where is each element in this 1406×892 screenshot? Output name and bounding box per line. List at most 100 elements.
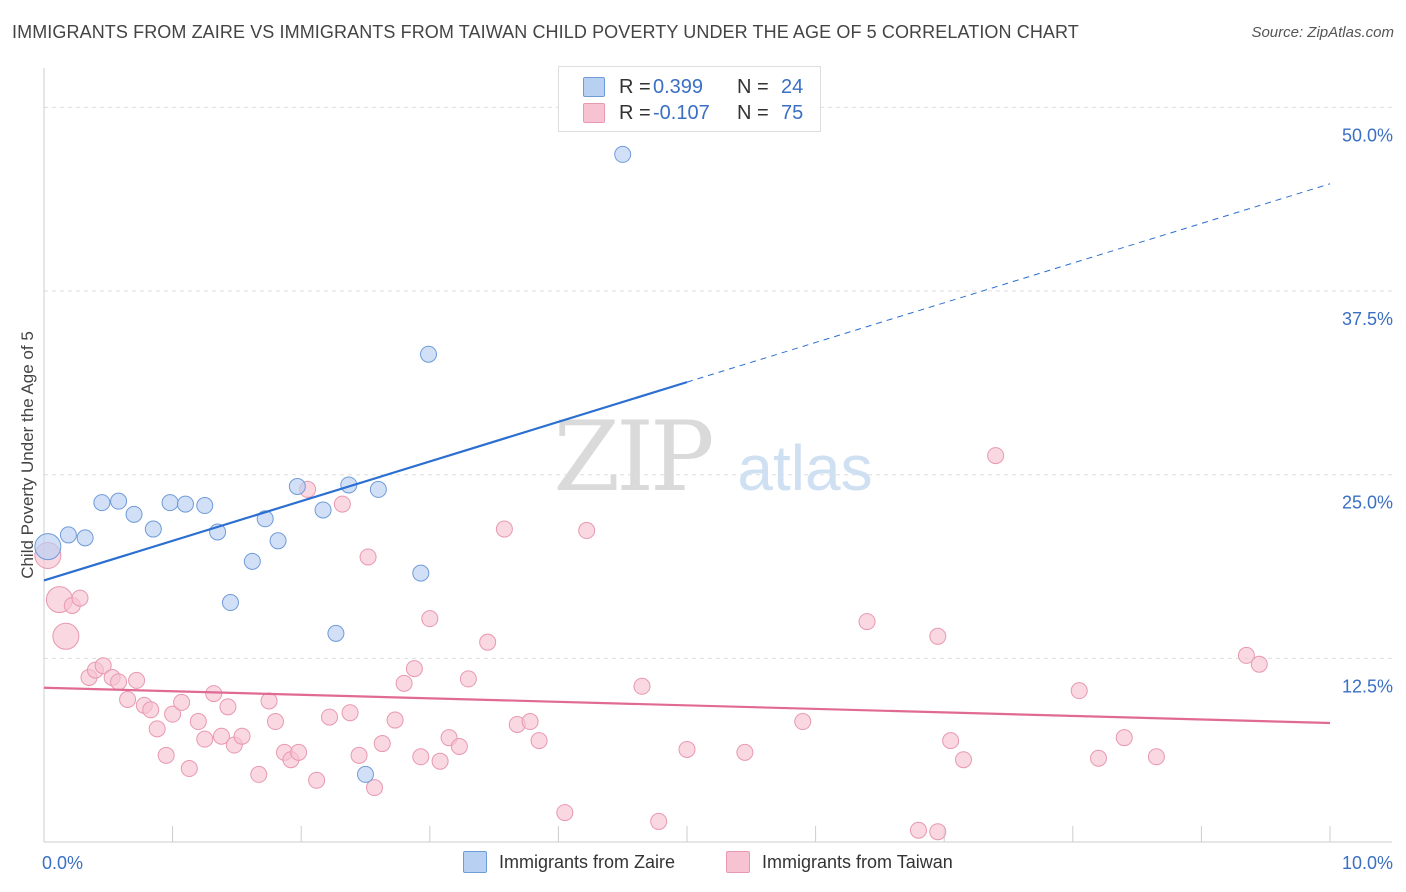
taiwan-point: [421, 610, 439, 628]
taiwan-point: [366, 779, 384, 797]
zaire-point: [34, 533, 62, 561]
taiwan-point: [650, 812, 668, 830]
taiwan-point: [858, 613, 876, 631]
y-tick-label: 37.5%: [1342, 309, 1393, 329]
taiwan-point: [148, 720, 166, 738]
trend-lines: [43, 183, 1331, 725]
taiwan-point: [412, 748, 430, 766]
taiwan-point: [119, 690, 137, 708]
taiwan-point: [94, 657, 112, 675]
taiwan-r-label: R =: [619, 101, 651, 124]
tick-labels: 12.5% 25.0% 37.5% 50.0% 0.0% 10.0%: [42, 125, 1393, 873]
taiwan-point: [1115, 729, 1133, 747]
taiwan-point: [128, 671, 146, 689]
zaire-point: [93, 494, 111, 512]
taiwan-point: [260, 692, 278, 710]
zaire-legend-swatch: [463, 851, 487, 873]
zaire-legend-label: Immigrants from Zaire: [499, 851, 676, 872]
taiwan-legend-label: Immigrants from Taiwan: [762, 851, 953, 872]
taiwan-point: [71, 589, 89, 607]
taiwan-point: [431, 752, 449, 770]
taiwan-n-value: 75: [781, 101, 804, 124]
taiwan-point: [556, 804, 574, 822]
zaire-point: [256, 510, 274, 528]
taiwan-point: [929, 627, 947, 645]
taiwan-point: [110, 673, 128, 691]
taiwan-legend-swatch: [726, 851, 750, 873]
taiwan-point: [736, 743, 754, 761]
taiwan-point: [157, 746, 175, 764]
taiwan-point: [405, 660, 423, 678]
watermark-atlas: atlas: [737, 432, 872, 504]
taiwan-point: [521, 713, 539, 731]
taiwan-point: [333, 495, 351, 513]
legend-row-zaire: R = 0.399 N = 24: [583, 75, 803, 99]
watermark-zip: ZIP: [553, 401, 712, 513]
zaire-points: [34, 145, 632, 783]
source-credit: Source: ZipAtlas.com: [1251, 24, 1394, 41]
legend-item-taiwan[interactable]: Immigrants from Taiwan: [726, 851, 953, 873]
taiwan-point: [359, 548, 377, 566]
zaire-point: [76, 529, 94, 547]
taiwan-point: [1090, 749, 1108, 767]
legend-row-taiwan: R = -0.107 N = 75: [583, 101, 803, 125]
y-tick-label: 50.0%: [1342, 125, 1393, 145]
taiwan-point: [308, 771, 326, 789]
taiwan-swatch: [583, 103, 605, 123]
series-legend: Immigrants from Zaire Immigrants from Ta…: [0, 851, 1406, 877]
taiwan-point: [1237, 646, 1255, 664]
taiwan-point: [530, 732, 548, 750]
zaire-point: [125, 505, 143, 523]
zaire-point: [144, 520, 162, 538]
x-tick-label: 0.0%: [42, 853, 83, 873]
taiwan-point: [395, 674, 413, 692]
axes: [43, 68, 1392, 843]
y-tick-label: 12.5%: [1342, 676, 1393, 696]
taiwan-point: [1250, 655, 1268, 673]
taiwan-trend-line: [43, 686, 1331, 725]
taiwan-point: [633, 677, 651, 695]
zaire-point: [288, 477, 306, 495]
taiwan-point: [142, 701, 160, 719]
zaire-point: [369, 480, 387, 498]
taiwan-point: [495, 520, 513, 538]
taiwan-point: [373, 735, 391, 753]
taiwan-point: [386, 711, 404, 729]
zaire-r-label: R =: [619, 75, 651, 98]
zaire-r-value: 0.399: [653, 75, 704, 98]
taiwan-point: [196, 730, 214, 748]
y-tick-label: 25.0%: [1342, 493, 1393, 513]
grid-lines: [44, 106, 1392, 659]
taiwan-point: [212, 727, 230, 745]
taiwan-n-label: N =: [737, 101, 769, 124]
zaire-point: [269, 532, 287, 550]
taiwan-point: [987, 447, 1005, 465]
zaire-point: [110, 492, 128, 510]
zaire-point: [243, 552, 261, 570]
zaire-point: [314, 501, 332, 519]
taiwan-point: [459, 670, 477, 688]
zaire-trend-extension: [686, 183, 1331, 383]
taiwan-point: [219, 698, 237, 716]
taiwan-point: [1147, 748, 1165, 766]
zaire-point: [327, 624, 345, 642]
taiwan-point: [954, 751, 972, 769]
zaire-swatch: [583, 77, 605, 97]
taiwan-r-value: -0.107: [653, 101, 710, 124]
taiwan-point: [909, 821, 927, 839]
zaire-point: [412, 564, 430, 582]
taiwan-point: [794, 713, 812, 731]
legend-item-zaire[interactable]: Immigrants from Zaire: [463, 851, 675, 873]
taiwan-point: [1070, 682, 1088, 700]
zaire-point: [221, 594, 239, 612]
zaire-point: [196, 497, 214, 515]
zaire-point: [176, 495, 194, 513]
taiwan-point: [173, 693, 191, 711]
taiwan-point: [578, 522, 596, 540]
zaire-n-label: N =: [737, 75, 769, 98]
taiwan-point: [320, 708, 338, 726]
zaire-point: [161, 494, 179, 512]
taiwan-point: [678, 740, 696, 758]
taiwan-point: [479, 633, 497, 651]
